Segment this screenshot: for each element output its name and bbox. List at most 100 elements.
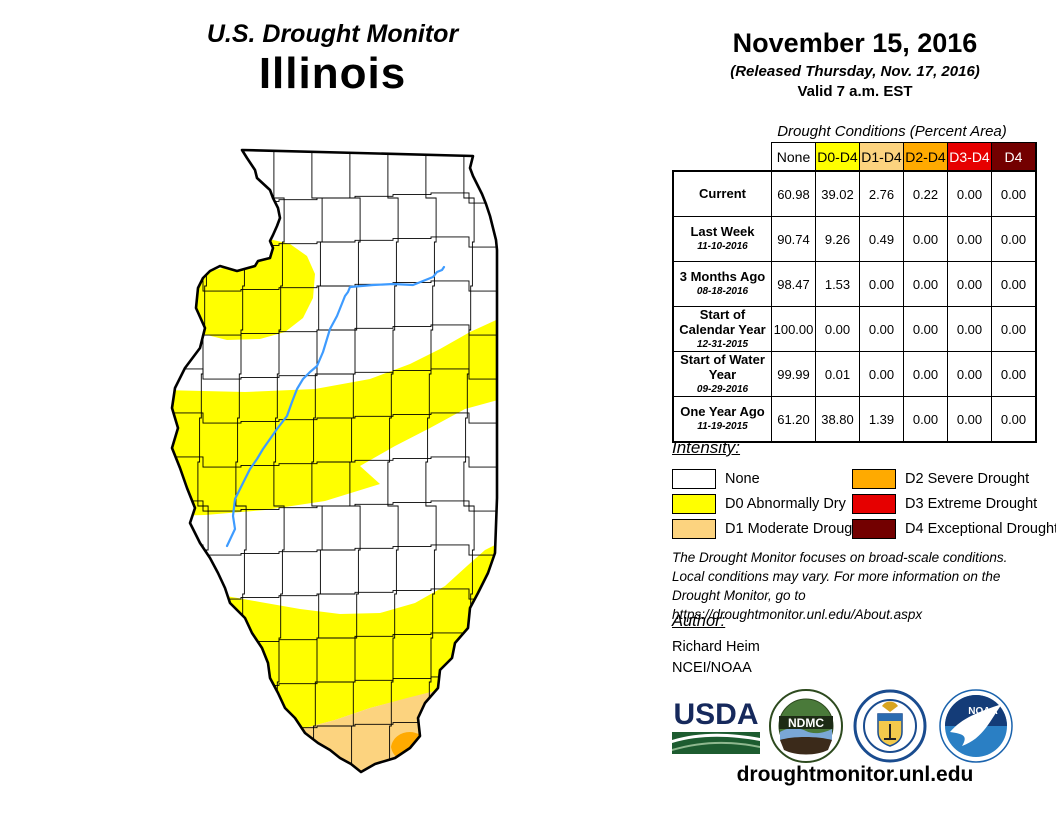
table-value-cell: 0.00 [947, 216, 992, 262]
ndmc-logo: NDMC [769, 689, 843, 763]
d0-region-south [215, 540, 497, 738]
table-value-cell: 99.99 [771, 351, 816, 397]
legend-label: None [725, 470, 760, 487]
legend-swatch [672, 518, 716, 539]
table-value-cell: 0.00 [947, 351, 992, 397]
author-org: NCEI/NOAA [672, 660, 752, 676]
table-value-cell: 0.22 [903, 170, 948, 217]
table-value-cell: 9.26 [815, 216, 860, 262]
table-row-label: Start of Calendar Year 12-31-2015 [672, 306, 772, 352]
table-value-cell: 1.53 [815, 261, 860, 307]
table-value-cell: 2.76 [859, 170, 904, 217]
table-value-cell: 61.20 [771, 396, 816, 443]
legend-label: D1 Moderate Drought [725, 520, 865, 537]
table-value-cell: 0.00 [815, 306, 860, 352]
table-row-date: 09-29-2016 [696, 383, 749, 395]
legend-item: D1 Moderate Drought [672, 516, 864, 541]
table-col-header-d2-d4: D2-D4 [903, 142, 948, 172]
legend-label: D2 Severe Drought [905, 470, 1030, 487]
table-value-cell: 0.49 [859, 216, 904, 262]
legend-item: D3 Extreme Drought [852, 491, 1052, 516]
table-row: 3 Months Ago 08-18-2016 98.47 1.53 0.00 0.00 0… [672, 261, 1037, 307]
table-value-cell: 0.00 [903, 396, 948, 443]
commerce-eagle [882, 701, 898, 712]
table-value-cell: 38.80 [815, 396, 860, 443]
table-row-date: 12-31-2015 [696, 338, 749, 350]
county-boundaries [172, 150, 497, 772]
table-value-cell: 39.02 [815, 170, 860, 217]
released-date: (Released Thursday, Nov. 17, 2016) [730, 63, 980, 80]
table-col-header-d0-d4: D0-D4 [815, 142, 860, 172]
author-name: Richard Heim [672, 639, 760, 655]
legend-swatch [852, 468, 896, 489]
date-block: November 15, 2016 (Released Thursday, No… [672, 28, 1038, 100]
table-row-date: 08-18-2016 [696, 286, 749, 298]
legend-title: Intensity: [672, 438, 741, 457]
table-col-header-none: None [771, 142, 816, 172]
ndmc-logo-text: NDMC [788, 716, 824, 730]
report-title-block: U.S. Drought Monitor Illinois [60, 20, 605, 97]
legend-label: D4 Exceptional Drought [905, 520, 1056, 537]
table-row: Start of Water Year 09-29-2016 99.99 0.01 0.… [672, 351, 1037, 397]
table-value-cell: 0.00 [903, 261, 948, 307]
disclaimer-line: Drought Monitor, go to https://droughtmo… [672, 587, 923, 622]
logo-row: USDA NDMC NOAA [668, 688, 1044, 764]
state-border [170, 148, 499, 774]
table-value-cell: 0.00 [859, 306, 904, 352]
table-col-header-d3-d4: D3-D4 [947, 142, 992, 172]
table-value-cell: 100.00 [771, 306, 816, 352]
disclaimer-text: The Drought Monitor focuses on broad-sca… [672, 549, 1056, 625]
illinois-drought-map [170, 148, 499, 774]
table-col-header-d4: D4 [991, 142, 1037, 172]
table-corner-cell [673, 142, 772, 171]
table-row: Last Week 11-10-2016 90.74 9.26 0.49 0.00 0.00… [672, 216, 1037, 262]
disclaimer-line: Local conditions may vary. For more info… [672, 568, 1001, 584]
table-value-cell: 0.00 [859, 261, 904, 307]
usda-logo-text: USDA [673, 698, 758, 731]
table-value-cell: 98.47 [771, 261, 816, 307]
legend-label: D0 Abnormally Dry [725, 495, 846, 512]
legend-item: D2 Severe Drought [852, 466, 1052, 491]
drought-conditions-table: None D0-D4 D1-D4 D2-D4 D3-D4 D4 Current 60.98 3… [672, 142, 1037, 443]
table-row: One Year Ago 11-19-2015 61.20 38.80 1.39 0.00… [672, 396, 1037, 443]
intensity-legend: Intensity: None D0 Abnormally Dry D1 Moder… [672, 438, 1056, 541]
table-value-cell: 0.01 [815, 351, 860, 397]
table-row-label: Last Week 11-10-2016 [672, 216, 772, 262]
table-caption: Drought Conditions (Percent Area) [777, 123, 1007, 140]
legend-label: D3 Extreme Drought [905, 495, 1038, 512]
table-row-label: Start of Water Year 09-29-2016 [672, 351, 772, 397]
table-value-cell: 0.00 [991, 261, 1037, 307]
table-value-cell: 0.00 [991, 351, 1037, 397]
commerce-seal-logo [853, 689, 927, 763]
table-row-label: Current [672, 170, 772, 217]
table-value-cell: 0.00 [947, 306, 992, 352]
table-value-cell: 0.00 [947, 261, 992, 307]
noaa-gull [950, 704, 1002, 746]
valid-time: Valid 7 a.m. EST [797, 83, 913, 100]
legend-item: D0 Abnormally Dry [672, 491, 852, 516]
map-date: November 15, 2016 [732, 28, 978, 58]
table-value-cell: 0.00 [991, 170, 1037, 217]
author-block: Author: Richard Heim NCEI/NOAA [672, 612, 760, 676]
table-row-label: 3 Months Ago 08-18-2016 [672, 261, 772, 307]
table-value-cell: 0.00 [947, 396, 992, 443]
table-row-date: 11-19-2015 [697, 421, 748, 433]
site-url: droughtmonitor.unl.edu [736, 763, 974, 786]
author-title: Author: [672, 612, 726, 630]
table-value-cell: 60.98 [771, 170, 816, 217]
table-value-cell: 0.00 [903, 306, 948, 352]
legend-grid: None D0 Abnormally Dry D1 Moderate Drought… [672, 466, 1056, 541]
table-row: Start of Calendar Year 12-31-2015 100.00 0.… [672, 306, 1037, 352]
disclaimer-line: The Drought Monitor focuses on broad-sca… [672, 550, 1008, 565]
noaa-logo-text: NOAA [968, 706, 997, 717]
usdm-title: U.S. Drought Monitor [206, 20, 459, 48]
table-col-header-d1-d4: D1-D4 [859, 142, 904, 172]
table-row-date: 11-10-2016 [697, 241, 748, 253]
legend-item: None [672, 466, 852, 491]
table-value-cell: 0.00 [947, 170, 992, 217]
state-name-title: Illinois [258, 49, 407, 98]
usda-logo: USDA [672, 698, 760, 754]
illinois-river [225, 265, 446, 548]
table-header-row: None D0-D4 D1-D4 D2-D4 D3-D4 D4 [673, 142, 1037, 172]
table-value-cell: 0.00 [991, 306, 1037, 352]
